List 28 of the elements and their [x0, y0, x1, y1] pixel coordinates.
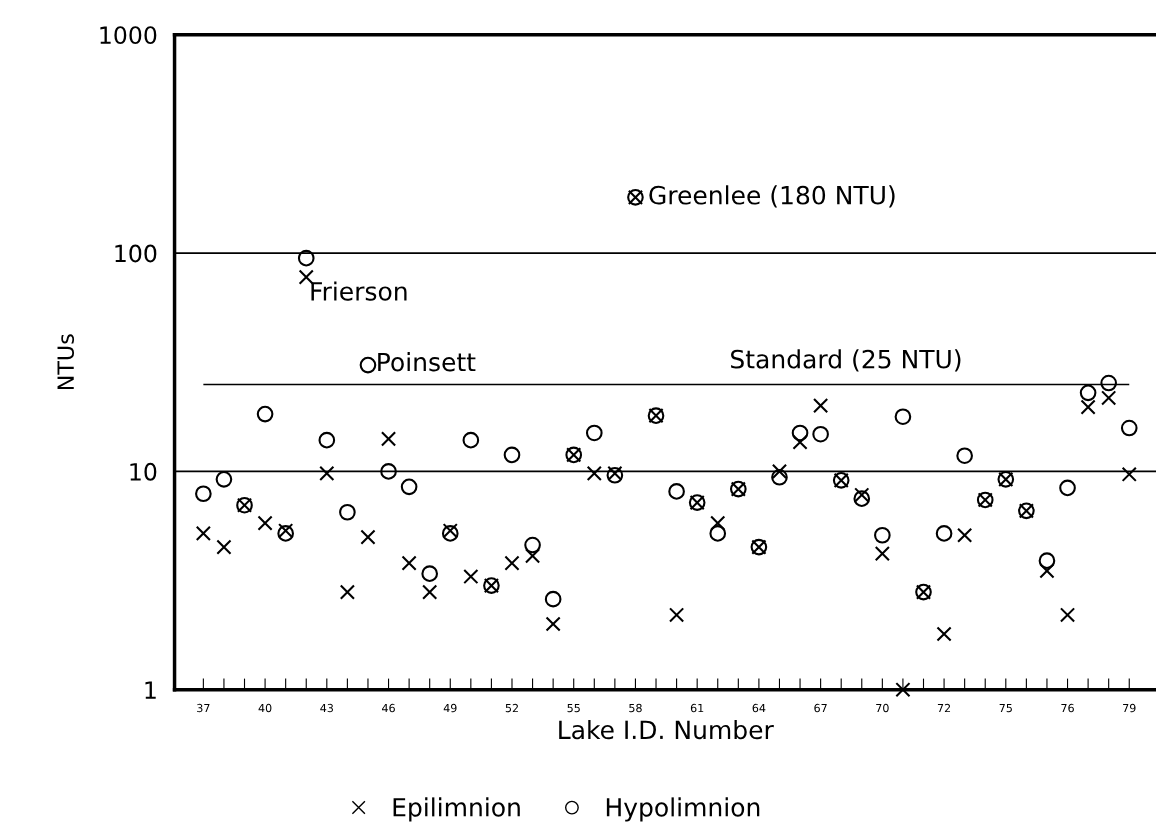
annotation: Frierson: [311, 281, 407, 301]
x-tick-label: 61: [690, 703, 704, 713]
x-tick-label: 72: [937, 703, 951, 713]
x-tick-label: 79: [1123, 703, 1136, 713]
legend-label: Hypolimnion: [606, 797, 760, 822]
x-tick-label: 67: [814, 703, 827, 713]
x-tick-label: 58: [629, 703, 642, 713]
annotation: Poinsett: [378, 352, 476, 372]
x-axis-title: Lake I.D. Number: [559, 719, 774, 740]
legend-label: Epilimnion: [393, 797, 520, 822]
y-axis-title: NTUs: [57, 334, 75, 390]
x-tick-label: 37: [197, 703, 210, 713]
x-tick-label: 52: [505, 703, 518, 713]
x-tick-label: 70: [876, 703, 889, 713]
x-tick-label: 49: [443, 703, 457, 713]
x-tick-label: 40: [258, 703, 272, 713]
x-tick-label: 55: [567, 703, 580, 713]
y-tick-label: 1000: [100, 26, 157, 45]
x-tick-label: 64: [752, 703, 766, 713]
x-tick-label: 46: [382, 703, 395, 713]
x-tick-label: 76: [1061, 703, 1074, 713]
y-tick-label: 1: [145, 681, 156, 699]
x-tick-label: 75: [999, 703, 1012, 713]
x-tick-label: 43: [320, 703, 333, 713]
y-tick-label: 10: [130, 462, 157, 481]
y-tick-label: 100: [115, 244, 157, 263]
ref-line-label: Standard (25 NTU): [731, 349, 961, 372]
annotation: Greenlee (180 NTU): [649, 185, 895, 208]
